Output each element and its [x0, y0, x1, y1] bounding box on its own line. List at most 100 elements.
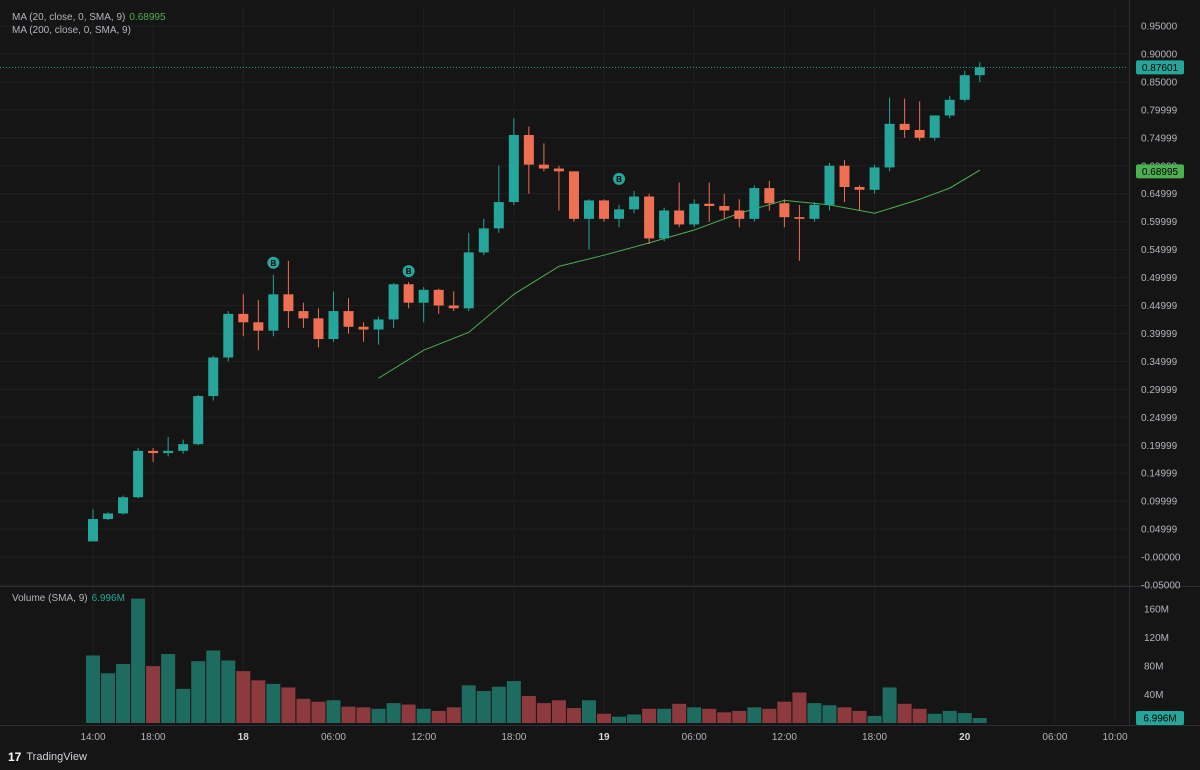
volume-bar — [251, 680, 266, 723]
candle-body[interactable] — [148, 450, 159, 454]
candle-body[interactable] — [839, 165, 850, 187]
time-axis-label: 18 — [238, 732, 250, 743]
candle-body[interactable] — [343, 311, 354, 327]
volume-bar — [551, 700, 566, 723]
candle-body[interactable] — [884, 123, 895, 168]
ma20-legend[interactable]: MA (20, close, 0, SMA, 9) 0.68995 — [12, 12, 166, 23]
volume-bar — [702, 708, 717, 723]
volume-bar — [852, 710, 867, 723]
candle-body[interactable] — [614, 209, 625, 219]
candle-body[interactable] — [253, 322, 264, 331]
tradingview-logo[interactable]: 17 TradingView — [8, 750, 87, 764]
candle-body[interactable] — [463, 252, 474, 309]
candle-body[interactable] — [583, 200, 594, 219]
candle-body[interactable] — [704, 203, 715, 206]
candle-body[interactable] — [854, 186, 865, 190]
ma20-badge-text: 0.68995 — [1142, 167, 1179, 178]
candle-body[interactable] — [268, 294, 279, 331]
time-axis-label: 10:00 — [1103, 732, 1128, 743]
candle-body[interactable] — [103, 513, 114, 520]
candle-body[interactable] — [508, 135, 519, 203]
candle-body[interactable] — [418, 289, 429, 303]
time-axis-label: 12:00 — [772, 732, 797, 743]
price-axis-tick: 0.79999 — [1141, 105, 1178, 116]
candle-body[interactable] — [283, 294, 294, 312]
candle-body[interactable] — [944, 99, 955, 116]
candle-body[interactable] — [779, 203, 790, 218]
price-axis-tick: 0.04999 — [1141, 525, 1178, 536]
price-axis-tick: 0.09999 — [1141, 497, 1178, 508]
volume-axis-tick: 40M — [1144, 690, 1163, 701]
candle-body[interactable] — [118, 497, 129, 514]
buy-marker[interactable] — [267, 256, 280, 269]
candle-body[interactable] — [824, 165, 835, 205]
candle-body[interactable] — [178, 444, 189, 451]
candle-body[interactable] — [659, 210, 670, 239]
last-price-badge — [1136, 60, 1184, 75]
candle-body[interactable] — [599, 200, 610, 219]
candle-body[interactable] — [313, 318, 324, 340]
candle-body[interactable] — [689, 203, 700, 225]
candle-body[interactable] — [163, 450, 174, 454]
candle-body[interactable] — [133, 450, 144, 498]
candle-body[interactable] — [719, 205, 730, 211]
volume-bar — [957, 713, 972, 723]
candle-body[interactable] — [388, 284, 399, 320]
candle-body[interactable] — [328, 311, 339, 340]
candle-body[interactable] — [523, 135, 534, 165]
candle-body[interactable] — [629, 196, 640, 210]
candle-body[interactable] — [553, 168, 564, 172]
candle-body[interactable] — [794, 217, 805, 219]
volume-bar — [146, 666, 161, 723]
price-axis-tick: 0.85000 — [1141, 77, 1178, 88]
volume-bar — [296, 698, 311, 723]
ma200-legend[interactable]: MA (200, close, 0, SMA, 9) — [12, 25, 131, 36]
candle-body[interactable] — [644, 196, 655, 239]
candle-body[interactable] — [478, 228, 489, 253]
volume-bar — [657, 708, 672, 723]
candle-body[interactable] — [238, 313, 249, 323]
candle-body[interactable] — [734, 210, 745, 219]
candle-body[interactable] — [433, 289, 444, 306]
volume-bar — [221, 660, 236, 723]
candle-body[interactable] — [809, 204, 820, 219]
candle-body[interactable] — [749, 188, 760, 219]
candle-body[interactable] — [358, 326, 369, 330]
price-axis-tick: 0.59999 — [1141, 217, 1178, 228]
ma20-legend-value: 0.68995 — [129, 12, 166, 23]
candle-body[interactable] — [538, 164, 549, 169]
volume-bar — [386, 703, 401, 723]
candle-body[interactable] — [899, 123, 910, 130]
candle-body[interactable] — [403, 284, 414, 303]
candle-body[interactable] — [674, 210, 685, 225]
volume-bar — [536, 703, 551, 723]
candle-body[interactable] — [193, 396, 204, 445]
volume-legend[interactable]: Volume (SMA, 9) 6.996M — [12, 593, 125, 604]
volume-bar — [266, 683, 281, 723]
candle-body[interactable] — [568, 171, 579, 219]
candle-body[interactable] — [373, 319, 384, 330]
candle-body[interactable] — [223, 313, 234, 358]
candle-body[interactable] — [974, 67, 985, 76]
candle-body[interactable] — [764, 188, 775, 204]
buy-marker[interactable] — [613, 172, 626, 185]
candle-body[interactable] — [208, 357, 219, 397]
price-axis-tick: 0.14999 — [1141, 469, 1178, 480]
volume-legend-value: 6.996M — [91, 593, 125, 604]
candle-body[interactable] — [493, 202, 504, 229]
volume-bar — [131, 598, 146, 723]
candle-body[interactable] — [959, 75, 970, 100]
candle-body[interactable] — [914, 129, 925, 138]
candle-body[interactable] — [448, 305, 459, 309]
candle-body[interactable] — [869, 167, 880, 190]
volume-bar — [747, 707, 762, 723]
price-axis-tick: 0.90000 — [1141, 49, 1178, 60]
buy-marker[interactable] — [402, 265, 415, 278]
buy-marker-label: B — [406, 267, 412, 276]
candle-body[interactable] — [929, 115, 940, 138]
volume-bar — [236, 671, 251, 723]
candle-body[interactable] — [298, 311, 309, 319]
volume-bar — [416, 708, 431, 723]
candle-body[interactable] — [88, 519, 98, 542]
